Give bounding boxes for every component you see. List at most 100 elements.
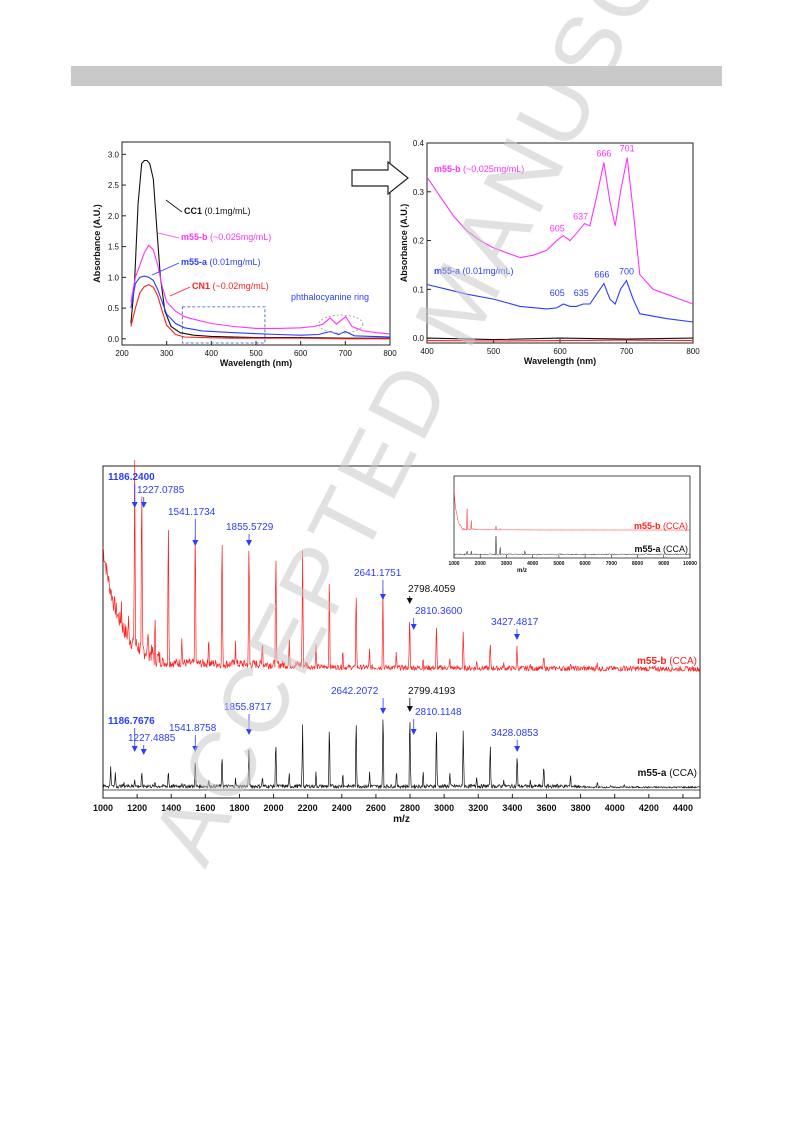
chart3-xtick-label: 1400	[161, 803, 181, 813]
inset-xtick-label: 7000	[606, 561, 617, 567]
chart3-xtick-label: 1800	[229, 803, 249, 813]
chart2-xtick-label: 800	[686, 347, 700, 356]
chart3-xtick-label: 1000	[93, 803, 113, 813]
chart3-a-label: 1186.7676	[108, 716, 155, 727]
chart2-ytick-label: 0.1	[413, 285, 425, 294]
inset-xtick-label: 9000	[658, 561, 669, 567]
chart3-xtick-label: 3400	[502, 803, 522, 813]
chart1-xtick-label: 700	[339, 349, 353, 358]
chart1-legend-m55-a: m55-a (0.01mg/mL)	[181, 257, 261, 267]
chart3-xtick-label: 2600	[366, 803, 386, 813]
uv-vis-figure: 200 300 400 500 600 700 800 0.0 0.5 1.0 1.5 2.0 2.5 3…	[92, 139, 700, 368]
chart3-a-label: 1541.8758	[169, 723, 217, 734]
chart3-series-m55-b	[102, 459, 701, 673]
chart3-xtick-label: 2400	[332, 803, 352, 813]
chart3-legend-m55-b: m55-b (CCA)	[637, 656, 697, 667]
chart3-b-label: 1186.2400	[108, 472, 155, 483]
inset-legend-m55-a: m55-a (CCA)	[634, 544, 688, 554]
chart2-ytick-label: 0.0	[413, 334, 425, 343]
chart1-xtick-label: 500	[249, 349, 263, 358]
chart2-ylabel: Absorbance (A.U.)	[399, 204, 409, 283]
chart2-series-m55-b	[426, 157, 694, 305]
chart2-peak-label-b: 605	[550, 224, 565, 234]
chart3-b-arrowhead	[379, 594, 386, 600]
chart3-a-label: 1855.8717	[224, 702, 272, 713]
chart3-xtick-label: 4200	[639, 803, 659, 813]
chart3-a-arrowhead	[131, 746, 138, 752]
chart2-peak-label-a: 700	[619, 267, 634, 277]
chart1-xtick-label: 300	[160, 349, 174, 358]
chart1-xtick-label: 200	[115, 349, 129, 358]
chart1-ytick-label: 2.5	[108, 181, 120, 190]
chart1-ylabel: Absorbance (A.U.)	[92, 204, 102, 283]
chart3-a-arrowhead	[140, 749, 147, 755]
chart2-xtick-label: 400	[420, 347, 434, 356]
chart3-a-label: 3428.0853	[491, 728, 539, 739]
chart1-xtick-label: 400	[205, 349, 219, 358]
chart3-a-label: 2810.1148	[415, 707, 462, 718]
inset-legend-m55-b: m55-b (CCA)	[634, 521, 688, 531]
chart1-xtick-label: 600	[294, 349, 308, 358]
chart1-ytick-label: 0.5	[108, 304, 120, 313]
chart1-ytick-label: 3.0	[108, 150, 120, 159]
chart2-xtick-label: 600	[553, 347, 567, 356]
chart3-b-label: 3427.4817	[491, 617, 539, 628]
chart2-peak-label-b: 701	[620, 144, 635, 154]
chart1-legend-arrow	[151, 262, 180, 276]
chart1-legend-arrow	[157, 232, 180, 239]
chart3-xtick-label: 3800	[571, 803, 591, 813]
chart3-xtick-label: 4400	[673, 803, 693, 813]
chart3-b-label: 2641.1751	[354, 568, 402, 579]
chart2-xtick-label: 500	[487, 347, 501, 356]
chart3-a-label: 1227.4885	[128, 733, 176, 744]
inset-xtick-label: 5000	[553, 561, 564, 567]
chart1-annotation-ellipse	[318, 314, 364, 334]
chart1-xlabel: Wavelength (nm)	[220, 358, 292, 368]
chart3-b-label: 1855.5729	[226, 522, 274, 533]
chart3-b-arrowhead	[140, 502, 147, 508]
chart2-legend-m55-a: m55-a (0.01mg/mL)	[434, 266, 514, 276]
inset-xtick-label: 6000	[580, 561, 591, 567]
chart3-xtick-label: 2800	[400, 803, 420, 813]
panel-arrow-icon	[351, 160, 409, 196]
chart2-series-m55-a	[426, 279, 694, 323]
chart3-b-arrowhead	[131, 502, 138, 508]
chart3-b-label: 2798.4059	[408, 584, 456, 595]
chart3-b-label: 1227.0785	[137, 485, 185, 496]
chart3-b-arrowhead	[513, 634, 520, 640]
chart3-xtick-label: 2200	[298, 803, 318, 813]
chart1-zoom-box	[181, 306, 266, 344]
inset-xtick-label: 10000	[683, 561, 697, 567]
chart3-a-arrowhead	[246, 729, 253, 735]
chart2-xlabel: Wavelength (nm)	[524, 356, 596, 366]
chart2-series-baseline-3	[426, 339, 694, 342]
chart1-ytick-label: 1.0	[108, 273, 120, 282]
chart3-a-arrowhead	[380, 708, 387, 714]
inset-series-m55-b	[453, 488, 690, 531]
inset-xtick-label: 3000	[501, 561, 512, 567]
chart3-b-arrowhead	[246, 540, 253, 546]
chart3-b-label: 2810.3600	[415, 606, 463, 617]
chart3-xtick-label: 2000	[264, 803, 284, 813]
chart3-b-arrowhead	[410, 624, 417, 630]
chart2-peak-label-b: 666	[596, 149, 611, 159]
chart2-peak-label-a: 605	[550, 288, 565, 298]
chart1-legend-arrow	[169, 286, 191, 297]
chart1-legend-cc1: CC1 (0.1mg/mL)	[184, 206, 251, 216]
chart2-ytick-label: 0.3	[413, 188, 425, 197]
inset-series-m55-a	[453, 536, 691, 556]
inset-frame	[453, 475, 691, 559]
chart3-frame	[102, 465, 701, 799]
chart2-peak-label-a: 666	[594, 269, 609, 279]
chart3-a-arrowhead	[514, 746, 521, 752]
chart1-ytick-label: 0.0	[108, 335, 120, 344]
chart2-ytick-label: 0.4	[413, 139, 425, 148]
chart2-series-baseline-2	[426, 337, 694, 341]
chart3-a-label: 2799.4193	[408, 686, 456, 697]
chart1-legend-arrow	[165, 199, 183, 213]
chart2-ytick-label: 0.2	[413, 237, 425, 246]
chart3-a-label: 2642.2072	[331, 686, 379, 697]
chart3-xtick-label: 1200	[127, 803, 147, 813]
chart2-xtick-label: 700	[620, 347, 634, 356]
chart3-b-arrowhead	[192, 540, 199, 546]
